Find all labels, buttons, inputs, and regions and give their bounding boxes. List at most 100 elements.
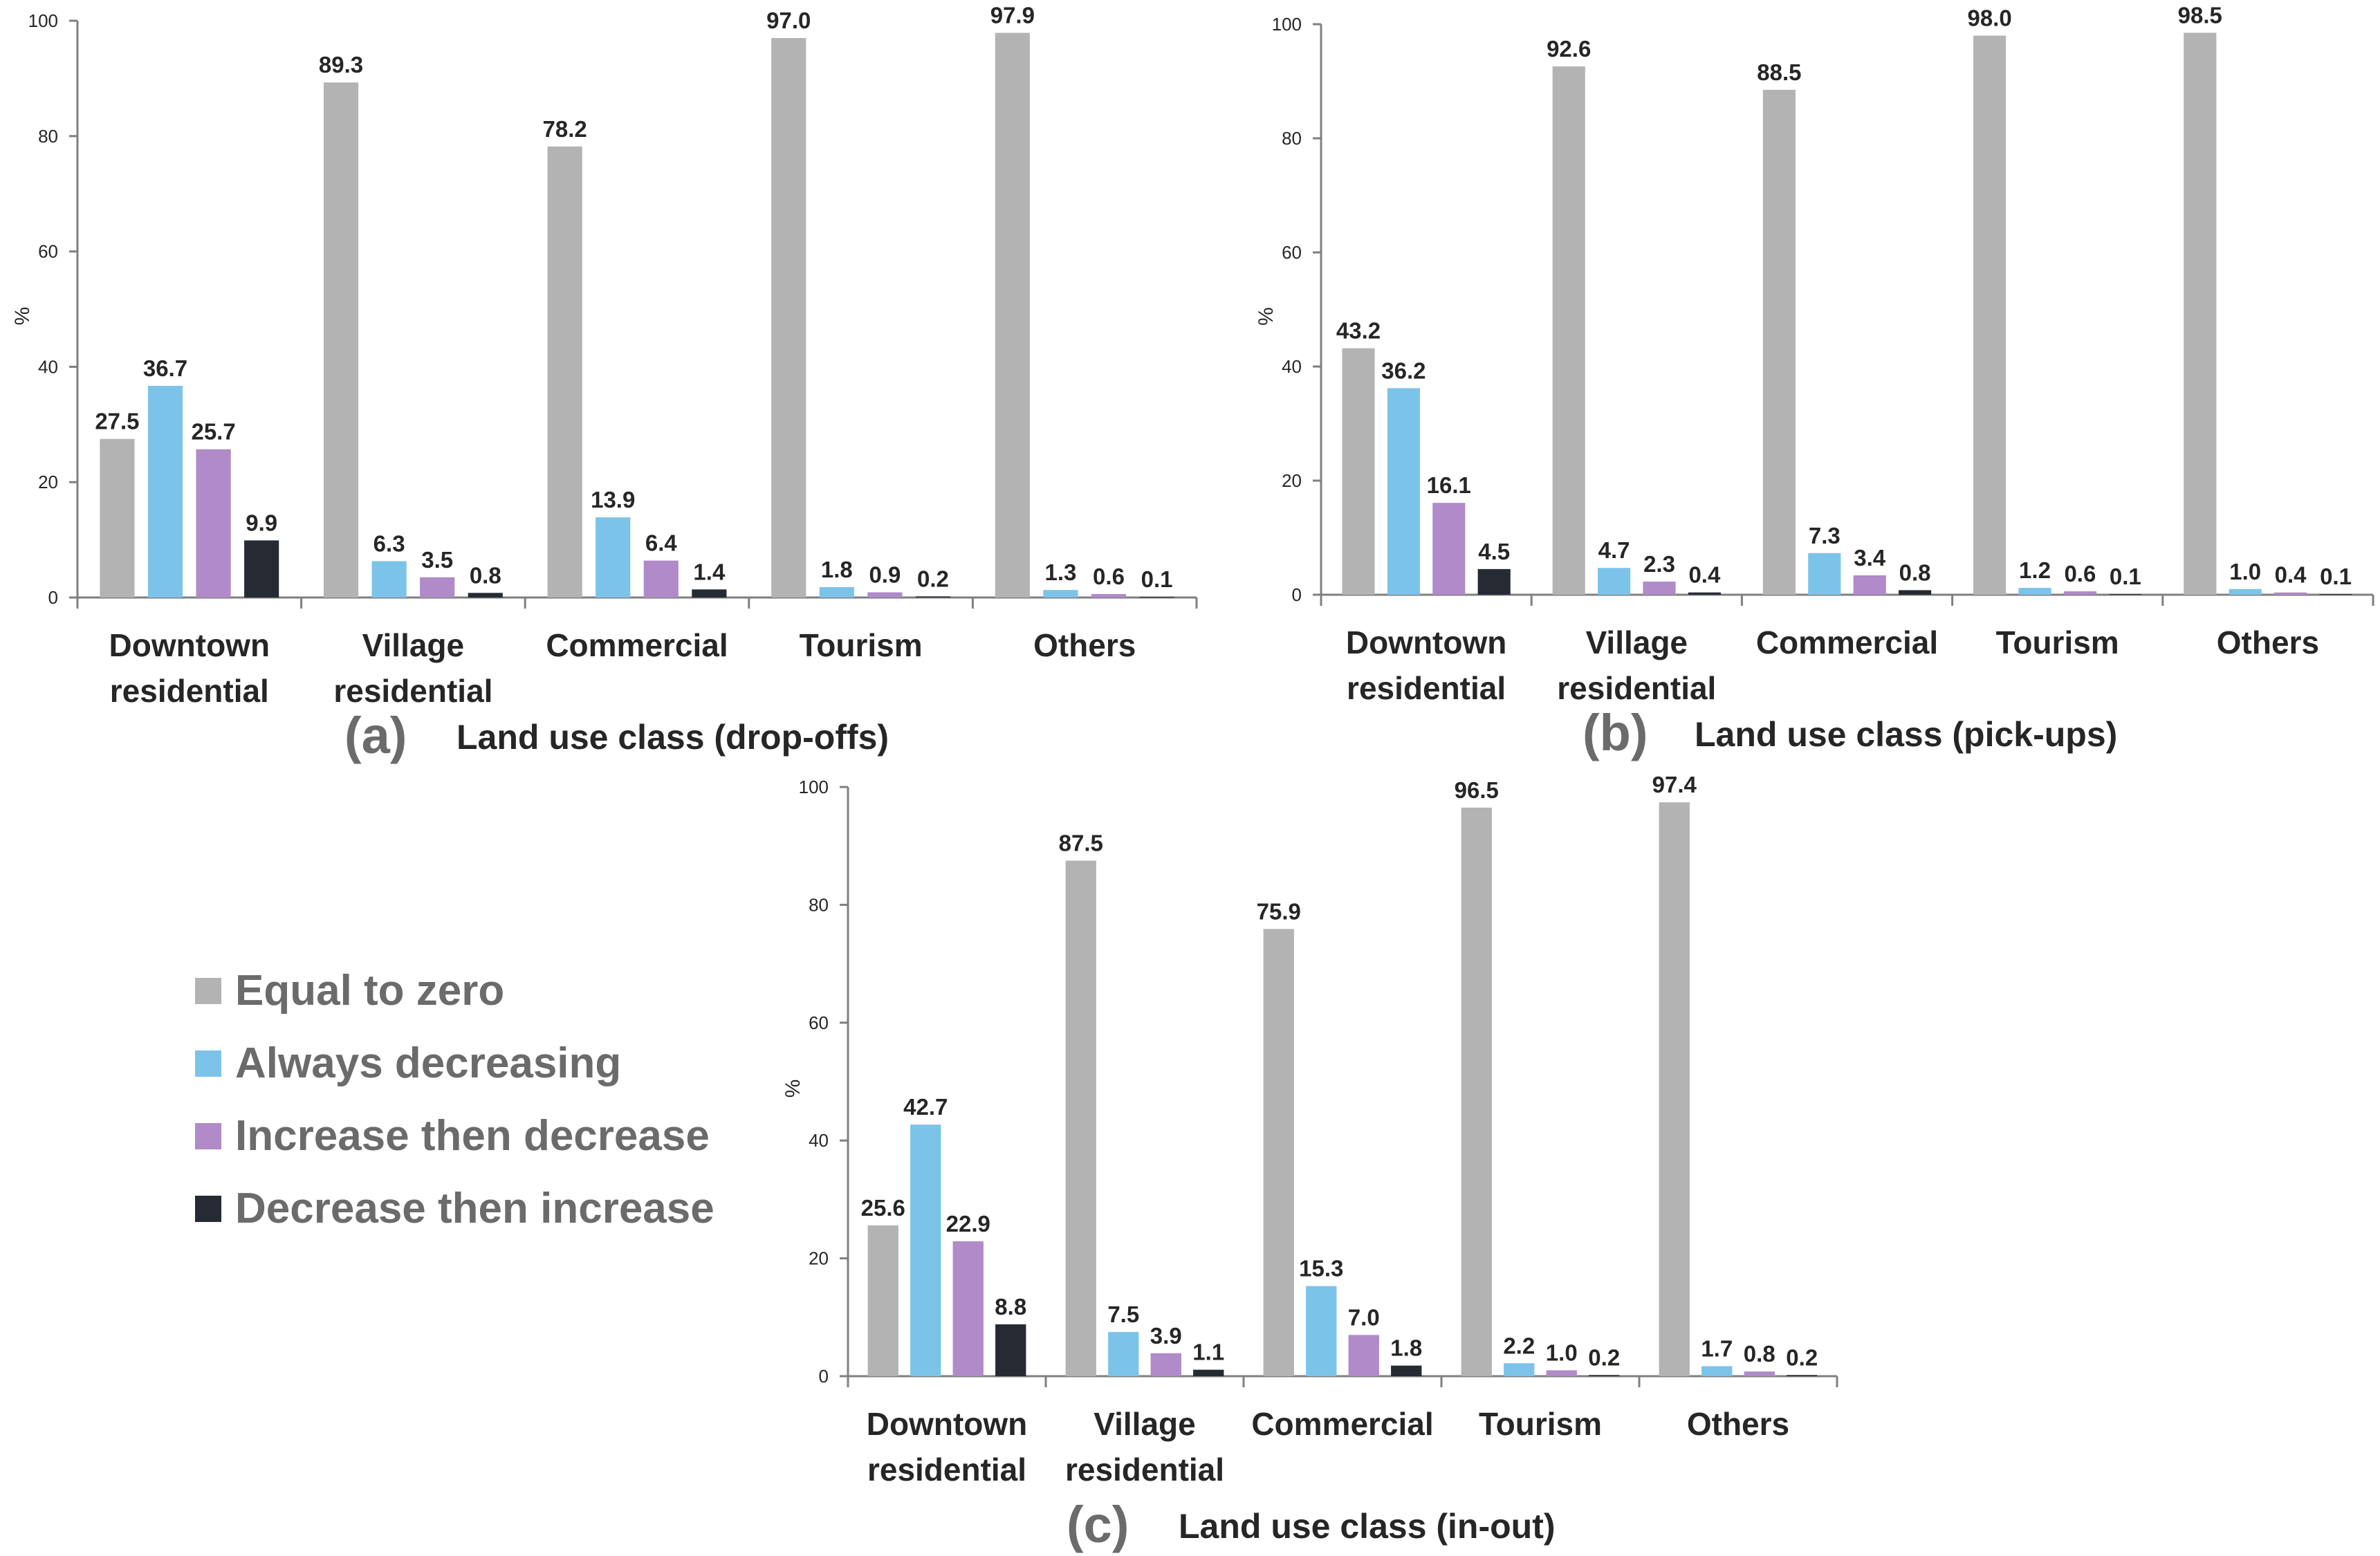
- bar-increase-then-decrease: [1150, 1353, 1181, 1376]
- panel-letter: (c): [1067, 1496, 1129, 1553]
- data-label: 0.9: [869, 562, 901, 587]
- category-label: Others: [1687, 1406, 1789, 1442]
- category-label: Tourism: [1996, 624, 2119, 660]
- bar-always-decreasing: [2018, 588, 2051, 595]
- category-label: Tourism: [800, 627, 923, 663]
- bar-increase-then-decrease: [1853, 575, 1886, 595]
- category-label: residential: [110, 673, 269, 709]
- data-label: 43.2: [1336, 318, 1381, 344]
- bar-always-decreasing: [1598, 568, 1631, 595]
- data-label: 15.3: [1299, 1256, 1343, 1281]
- y-tick-label: 60: [1282, 242, 1302, 263]
- data-label: 1.0: [1546, 1340, 1578, 1365]
- data-label: 3.4: [1854, 545, 1886, 571]
- legend-item-equal-to-zero: Equal to zero: [195, 954, 714, 1027]
- data-label: 0.8: [1744, 1341, 1775, 1367]
- data-label: 1.1: [1192, 1340, 1224, 1365]
- y-tick-label: 100: [28, 10, 58, 31]
- data-label: 78.2: [543, 116, 587, 142]
- bar-decrease-then-increase: [244, 540, 279, 598]
- data-label: 25.6: [861, 1195, 905, 1221]
- y-tick-label: 80: [38, 126, 58, 147]
- bar-equal-to-zero: [547, 146, 582, 598]
- data-label: 36.2: [1381, 358, 1426, 383]
- data-label: 1.3: [1044, 559, 1076, 585]
- y-tick-label: 100: [799, 777, 829, 797]
- data-label: 7.3: [1809, 523, 1841, 548]
- data-label: 98.5: [2178, 2, 2222, 28]
- bar-always-decreasing: [1108, 1332, 1139, 1376]
- legend-swatch-decrease-then-increase: [195, 1195, 221, 1222]
- data-label: 96.5: [1455, 777, 1499, 803]
- bar-equal-to-zero: [1659, 802, 1690, 1376]
- bar-increase-then-decrease: [420, 577, 455, 598]
- bar-decrease-then-increase: [1589, 1375, 1620, 1376]
- data-label: 97.0: [766, 8, 811, 33]
- legend-label: Increase then decrease: [235, 1112, 710, 1160]
- legend-swatch-always-decreasing: [195, 1050, 221, 1077]
- legend-item-increase-then-decrease: Increase then decrease: [195, 1100, 714, 1172]
- bar-increase-then-decrease: [196, 449, 231, 598]
- bar-increase-then-decrease: [2063, 591, 2096, 595]
- category-label: residential: [1065, 1452, 1224, 1488]
- data-label: 0.6: [2064, 561, 2096, 586]
- bar-equal-to-zero: [1263, 929, 1294, 1376]
- bar-equal-to-zero: [1762, 89, 1796, 595]
- data-label: 25.7: [191, 419, 235, 445]
- data-label: 87.5: [1059, 831, 1103, 856]
- y-tick-label: 20: [1282, 470, 1302, 491]
- bar-increase-then-decrease: [2274, 592, 2307, 595]
- bar-increase-then-decrease: [867, 592, 903, 598]
- data-label: 1.2: [2019, 557, 2051, 583]
- data-label: 97.9: [990, 3, 1035, 28]
- data-label: 0.6: [1093, 564, 1125, 589]
- bar-decrease-then-increase: [1787, 1375, 1818, 1376]
- y-tick-label: 0: [819, 1366, 829, 1387]
- y-tick-label: 60: [38, 241, 58, 262]
- bar-increase-then-decrease: [1432, 503, 1466, 595]
- data-label: 4.5: [1478, 539, 1510, 564]
- y-axis-label: %: [11, 307, 34, 326]
- bar-decrease-then-increase: [995, 1324, 1026, 1376]
- bar-increase-then-decrease: [1546, 1370, 1577, 1376]
- legend-item-decrease-then-increase: Decrease then increase: [195, 1172, 714, 1245]
- x-axis-title: Land use class (pick-ups): [1695, 715, 2117, 754]
- bar-equal-to-zero: [771, 38, 806, 598]
- data-label: 0.4: [1688, 562, 1721, 588]
- category-label: Village: [1586, 624, 1688, 660]
- bar-equal-to-zero: [1342, 348, 1375, 595]
- data-label: 8.8: [995, 1294, 1026, 1319]
- data-label: 0.1: [2110, 564, 2141, 589]
- data-label: 0.4: [2275, 562, 2307, 588]
- bar-increase-then-decrease: [1348, 1335, 1379, 1376]
- data-label: 0.1: [1141, 566, 1173, 592]
- y-tick-label: 80: [1282, 128, 1302, 149]
- legend-swatch-increase-then-decrease: [195, 1122, 221, 1149]
- category-label: Others: [1033, 627, 1136, 663]
- data-label: 0.2: [917, 566, 949, 591]
- category-label: residential: [1557, 670, 1716, 706]
- legend-label: Equal to zero: [235, 967, 505, 1015]
- bar-equal-to-zero: [995, 33, 1030, 598]
- category-label: Commercial: [1756, 624, 1938, 660]
- category-label: Village: [1094, 1406, 1195, 1442]
- bar-always-decreasing: [1701, 1366, 1733, 1376]
- category-label: Commercial: [546, 627, 728, 663]
- bar-increase-then-decrease: [643, 560, 679, 598]
- category-label: Downtown: [867, 1406, 1028, 1442]
- data-label: 16.1: [1427, 472, 1471, 498]
- legend-swatch-equal-to-zero: [195, 977, 221, 1004]
- bar-always-decreasing: [147, 385, 183, 598]
- bar-decrease-then-increase: [1688, 592, 1721, 595]
- category-label: Village: [362, 627, 464, 663]
- data-label: 27.5: [95, 409, 139, 434]
- bar-equal-to-zero: [100, 438, 135, 598]
- bar-increase-then-decrease: [1744, 1371, 1775, 1376]
- y-axis-label: %: [1255, 307, 1277, 326]
- bar-always-decreasing: [2229, 589, 2262, 595]
- category-label: Downtown: [1346, 624, 1507, 660]
- bar-equal-to-zero: [2184, 33, 2217, 595]
- category-label: residential: [867, 1452, 1026, 1488]
- y-axis-label: %: [782, 1080, 804, 1098]
